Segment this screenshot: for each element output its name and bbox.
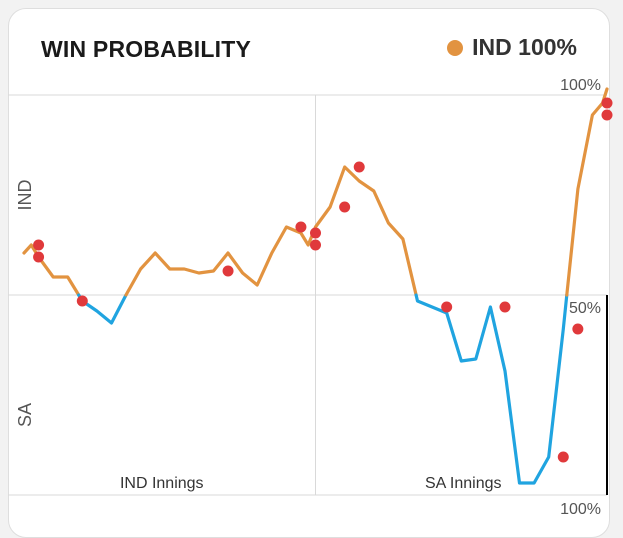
grid-layer (8, 94, 608, 496)
y-team-label-bottom: SA (15, 403, 35, 427)
series-line-segment (414, 293, 569, 485)
y-tick-label-1: 50% (569, 300, 601, 317)
series-line-segment (124, 165, 418, 297)
chart-title: WIN PROBABILITY (41, 36, 251, 62)
legend-dot-icon (447, 39, 464, 56)
wicket-layer (33, 97, 613, 463)
wicket-marker (295, 221, 307, 233)
wicket-marker (499, 301, 511, 313)
win-probability-card (8, 8, 610, 538)
wicket-marker (601, 97, 613, 109)
innings-label-0: IND Innings (120, 475, 204, 492)
wicket-marker (353, 161, 365, 173)
y-tick-label-2: 100% (560, 501, 601, 518)
win-probability-chart: 100% 50% 100% IND SA IND Innings SA Innings (8, 77, 613, 518)
series-line-segment (565, 87, 609, 297)
series-line-segment (22, 243, 81, 297)
y-team-label-top: IND (15, 180, 35, 211)
legend-label: IND 100% (472, 34, 577, 60)
wicket-marker (572, 323, 584, 335)
wicket-marker (33, 239, 45, 251)
innings-label-1: SA Innings (425, 475, 502, 492)
wicket-marker (310, 227, 321, 239)
wicket-marker (601, 109, 613, 121)
wicket-marker (557, 451, 569, 463)
wicket-marker (222, 265, 234, 277)
wicket-marker (310, 239, 321, 251)
wicket-marker (339, 201, 351, 213)
wicket-marker (441, 301, 453, 313)
legend: IND 100% (447, 34, 577, 61)
wicket-marker (76, 295, 88, 307)
label-layer: 100% 50% 100% IND SA IND Innings SA Innings (15, 77, 601, 518)
wicket-marker (33, 251, 45, 263)
y-tick-label-0: 100% (560, 77, 601, 94)
